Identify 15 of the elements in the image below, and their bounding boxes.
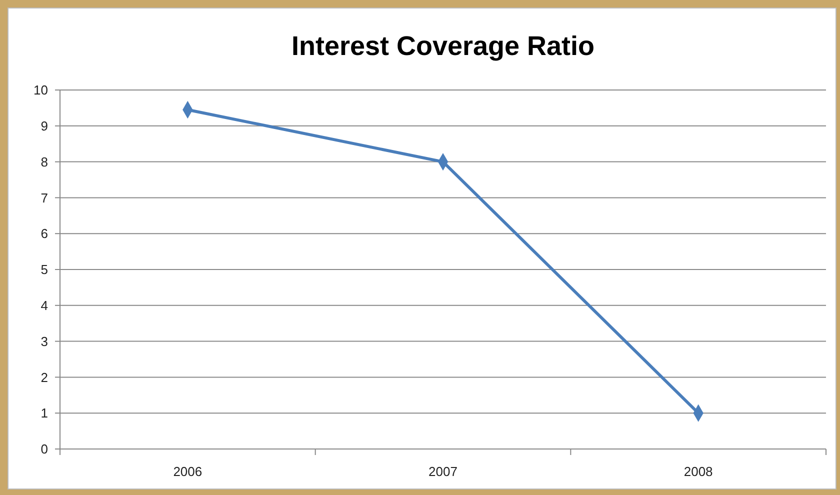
x-tick-label: 2007	[428, 464, 458, 479]
chart-title: Interest Coverage Ratio	[291, 31, 595, 61]
y-tick-label: 5	[40, 262, 48, 278]
y-tick-label: 10	[34, 82, 48, 98]
y-tick-label: 2	[40, 370, 48, 385]
x-tick-label: 2008	[684, 464, 713, 479]
y-tick-label: 3	[40, 334, 48, 349]
y-tick-label: 7	[40, 190, 48, 206]
y-tick-label: 4	[40, 298, 48, 313]
y-tick-label: 1	[40, 406, 48, 421]
x-tick-label: 2006	[173, 464, 202, 479]
y-tick-label: 8	[40, 154, 48, 170]
y-tick-label: 0	[40, 442, 48, 457]
y-tick-label: 9	[40, 118, 48, 134]
y-tick-label: 6	[40, 226, 48, 242]
